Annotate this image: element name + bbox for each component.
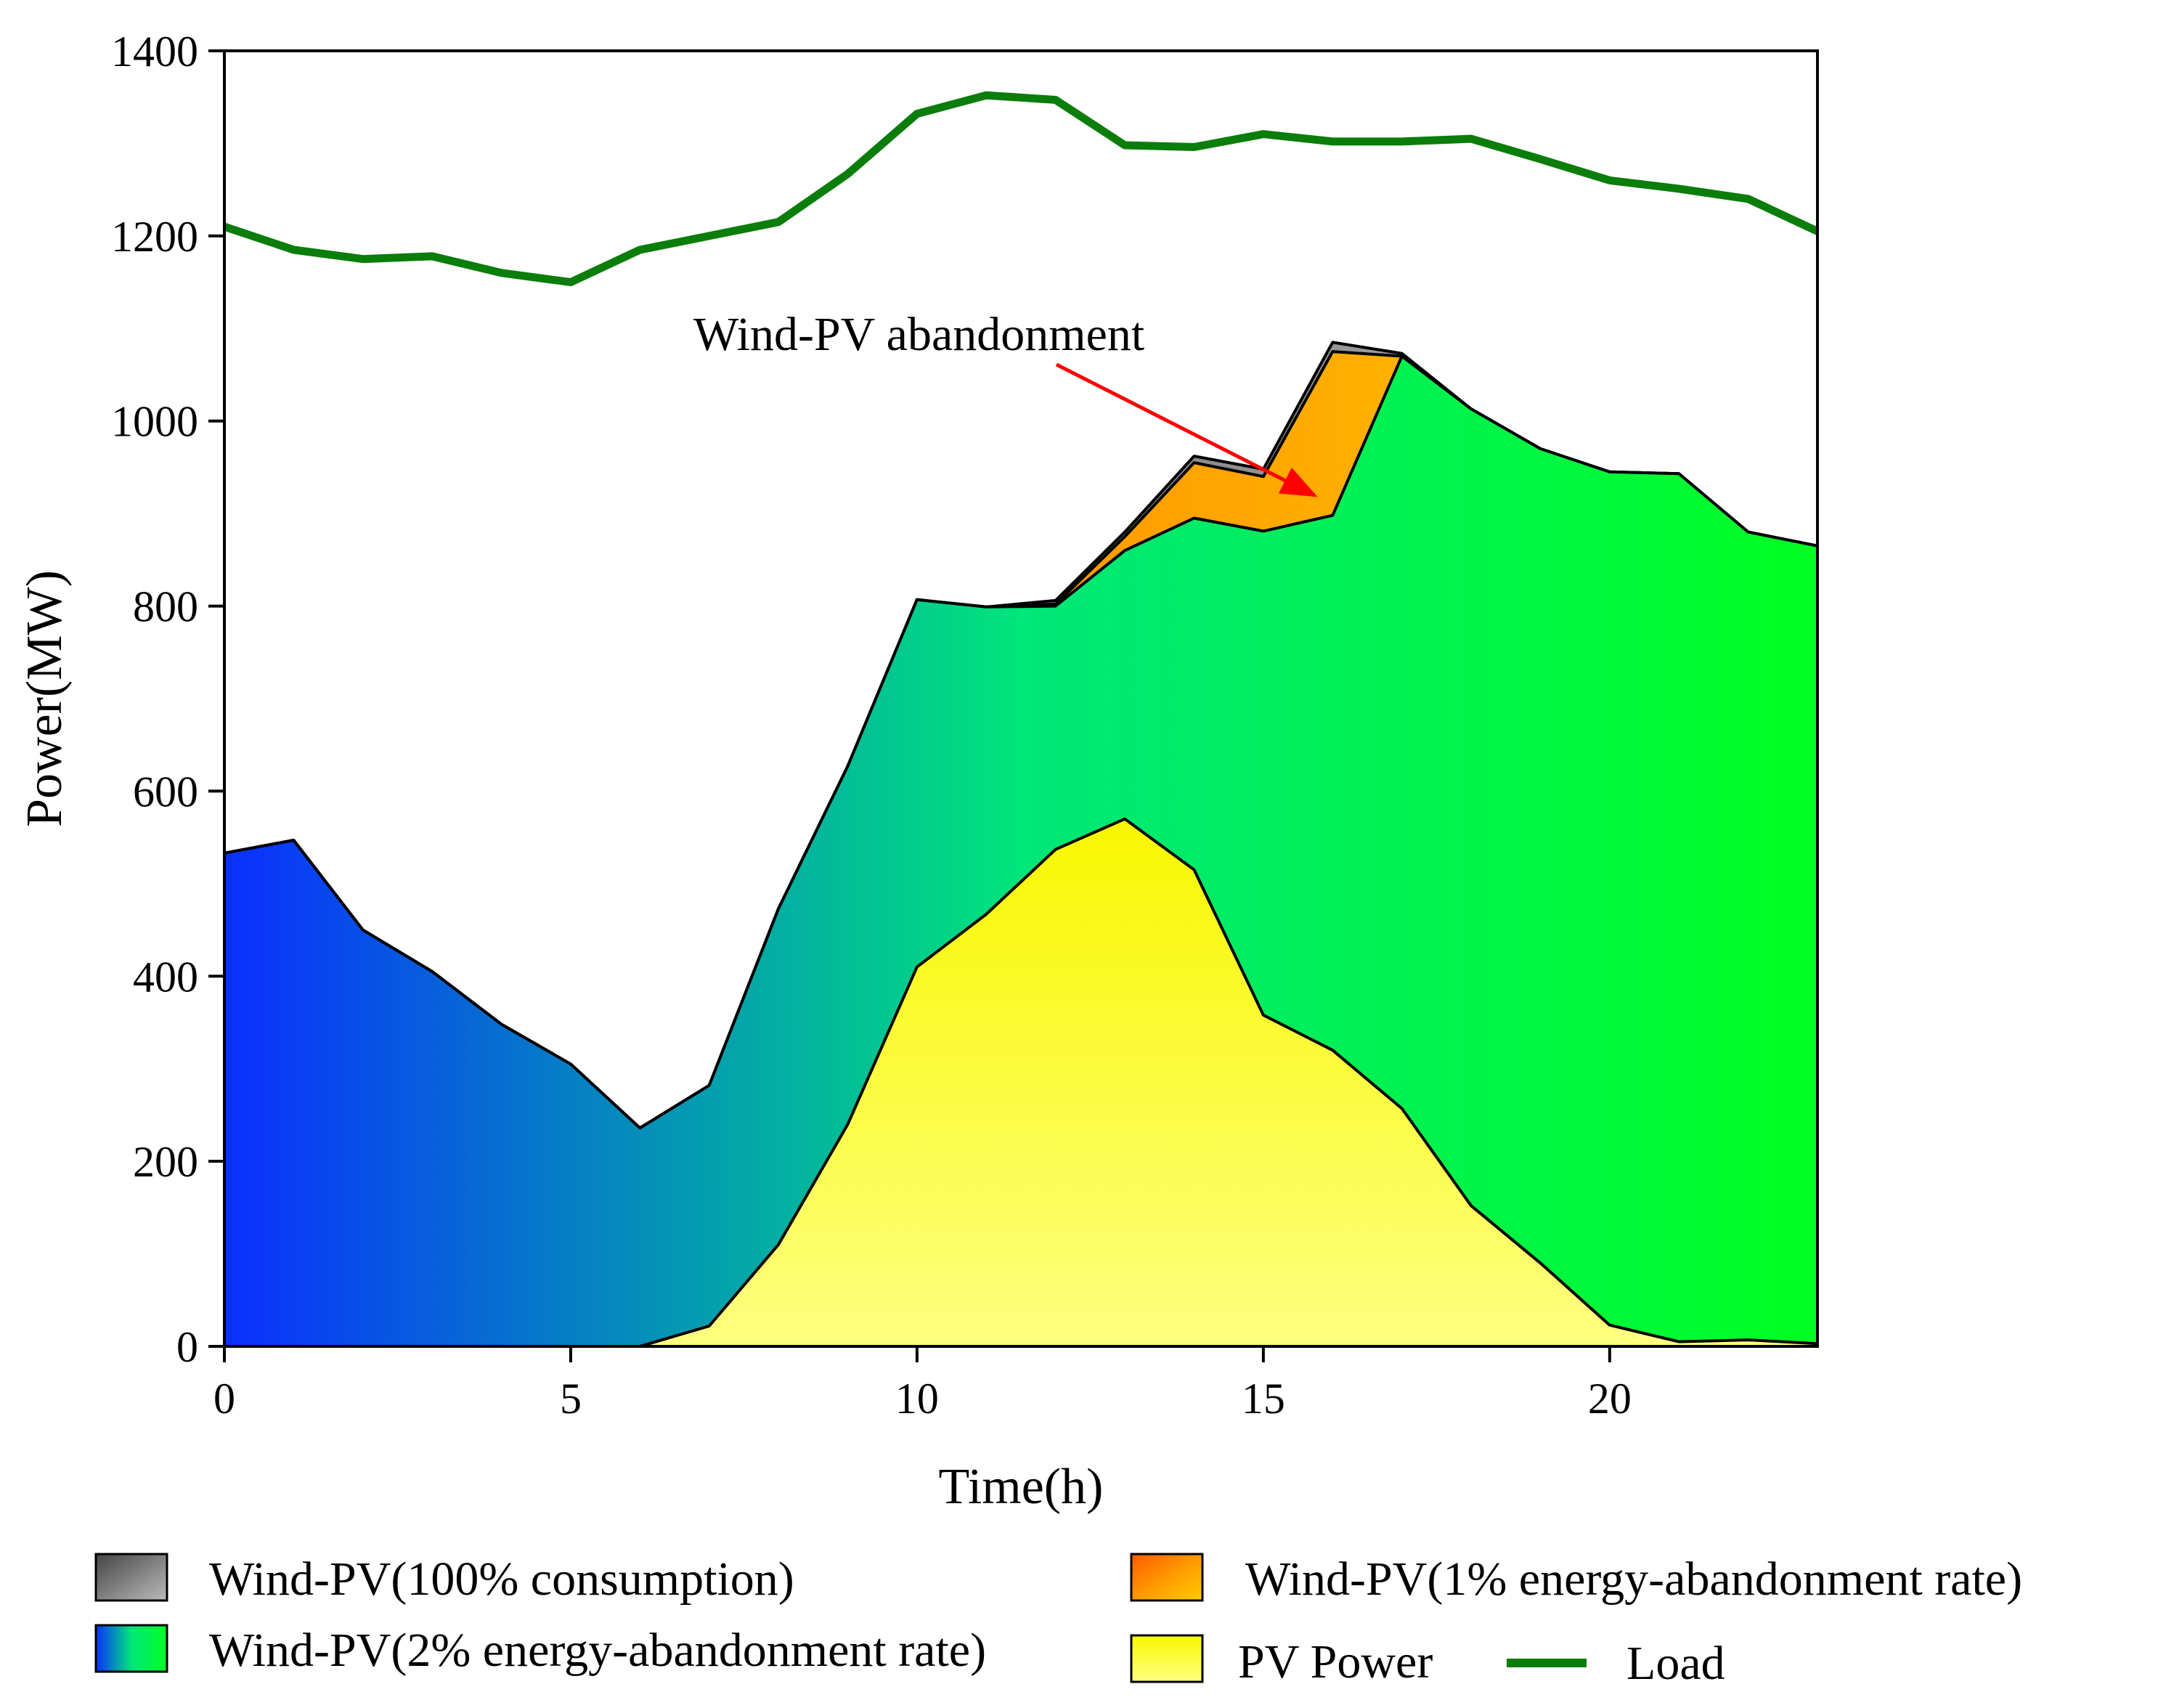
y-tick-label: 1400 [111,28,198,76]
annotation: Wind-PV abandonment [693,308,1318,497]
legend-label-wp1: Wind-PV(1% energy-abandonment rate) [1245,1553,2022,1606]
legend-swatch-pv [1130,1634,1204,1683]
x-axis-title: Time(h) [939,1459,1104,1515]
legend-label-pv: PV Power [1238,1635,1433,1688]
y-axis: 0 200 400 600 800 1000 1200 1400 [111,28,224,1371]
legend-item-pv: PV Power [1130,1634,1433,1688]
y-tick-label: 800 [133,583,198,631]
legend-label-load: Load [1626,1637,1725,1690]
y-tick-label: 1200 [111,213,198,261]
y-axis-title: Power(MW) [17,570,73,827]
load-line [223,91,1820,287]
legend-label-wp100: Wind-PV(100% consumption) [209,1553,794,1606]
annotation-text: Wind-PV abandonment [693,308,1144,361]
legend-swatch-wp1 [1130,1553,1204,1602]
y-tick-label: 1000 [111,398,198,446]
load-line-group [223,91,1820,287]
legend-item-wp1: Wind-PV(1% energy-abandonment rate) [1130,1553,2022,1606]
y-tick-label: 200 [133,1138,198,1186]
y-tick-label: 600 [133,768,198,816]
legend-label-wp2: Wind-PV(2% energy-abandonment rate) [209,1624,986,1677]
legend-item-wp2: Wind-PV(2% energy-abandonment rate) [94,1624,986,1677]
stacked-areas [223,341,1819,1348]
legend-item-wp100: Wind-PV(100% consumption) [94,1553,794,1606]
x-axis: 0 5 10 15 20 [213,1346,1632,1423]
x-tick-label: 0 [213,1375,235,1423]
x-tick-label: 5 [560,1375,582,1423]
x-tick-label: 10 [895,1375,939,1423]
legend-swatch-wp2 [94,1624,168,1673]
x-tick-label: 20 [1588,1375,1632,1423]
y-tick-label: 0 [176,1323,198,1371]
legend-item-load: Load [1507,1637,1725,1690]
annotation-arrow [1055,362,1318,497]
plot-frame [223,49,1819,1348]
legend-swatch-wp100 [94,1553,168,1602]
x-tick-label: 15 [1242,1375,1285,1423]
legend: Wind-PV(100% consumption) Wind-PV(1% ene… [94,1553,2022,1690]
y-tick-label: 400 [133,953,198,1001]
